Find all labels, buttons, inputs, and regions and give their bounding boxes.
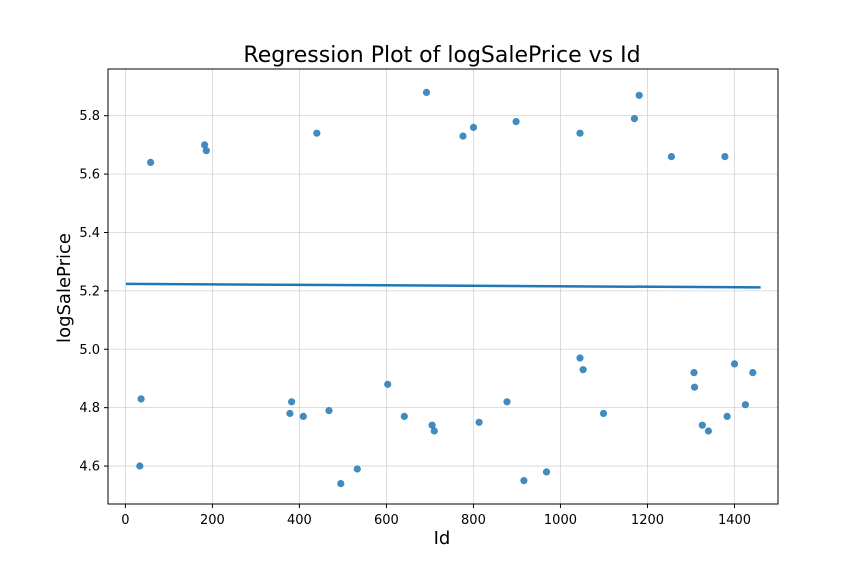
data-point — [469, 123, 478, 131]
y-axis-label: logSalePrice — [54, 233, 75, 343]
x-tick-label: 1200 — [631, 513, 664, 528]
y-tick-label: 5.0 — [79, 343, 100, 358]
data-point — [667, 153, 676, 161]
regression-line-layer — [125, 282, 761, 289]
data-point — [430, 427, 438, 435]
data-point — [475, 418, 483, 426]
x-tick-label: 800 — [461, 513, 486, 528]
data-point — [325, 407, 333, 415]
y-tick-label: 5.8 — [79, 109, 100, 124]
data-point — [520, 477, 528, 485]
y-axis-ticks: 4.6 4.8 5.0 5.2 5.4 5.6 5.8 — [79, 109, 108, 475]
y-tick-label: 5.6 — [79, 168, 100, 183]
data-point — [299, 412, 307, 420]
points-layer — [136, 88, 757, 488]
data-point — [730, 360, 739, 368]
data-point — [512, 118, 520, 126]
data-point — [503, 398, 511, 406]
data-point — [384, 380, 392, 388]
data-point — [137, 395, 145, 403]
x-tick-label: 200 — [200, 513, 225, 528]
y-tick-label: 4.8 — [79, 401, 100, 416]
x-tick-label: 1000 — [544, 513, 577, 528]
x-axis-ticks: 0 200 400 600 800 1000 1200 1400 — [121, 504, 751, 528]
data-point — [422, 88, 431, 96]
data-point — [136, 462, 144, 470]
data-point — [690, 383, 699, 391]
y-tick-label: 5.4 — [79, 226, 100, 241]
y-tick-label: 4.6 — [79, 460, 100, 475]
chart-title: Regression Plot of logSalePrice vs Id — [243, 43, 640, 68]
data-point — [201, 141, 209, 149]
x-tick-label: 0 — [121, 513, 129, 528]
y-tick-label: 5.2 — [79, 284, 100, 299]
data-point — [698, 421, 706, 429]
data-point — [313, 129, 321, 137]
data-point — [576, 354, 584, 362]
data-point — [741, 401, 750, 409]
x-tick-label: 400 — [287, 513, 312, 528]
data-point — [721, 153, 729, 161]
data-point — [579, 366, 587, 374]
data-point — [704, 427, 713, 435]
data-point — [337, 480, 345, 488]
data-point — [400, 412, 408, 420]
data-point — [723, 412, 731, 420]
data-point — [286, 409, 294, 418]
x-axis-label: Id — [434, 528, 451, 549]
x-tick-label: 1400 — [718, 513, 751, 528]
data-point — [288, 398, 296, 406]
data-point — [635, 91, 643, 99]
x-tick-label: 600 — [374, 513, 399, 528]
data-point — [459, 132, 467, 140]
data-point — [202, 147, 210, 155]
data-point — [353, 465, 361, 473]
data-point — [576, 129, 584, 137]
data-point — [147, 158, 155, 166]
data-point — [428, 421, 436, 429]
axes-frame — [107, 68, 779, 505]
data-point — [749, 369, 757, 377]
data-point — [690, 369, 698, 377]
data-point — [599, 409, 608, 418]
data-point — [542, 468, 551, 476]
regression-line — [125, 282, 761, 289]
data-point — [630, 115, 639, 123]
